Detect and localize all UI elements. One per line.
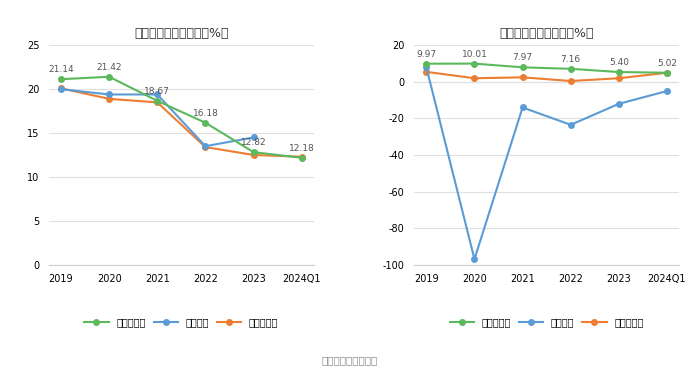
Legend: 公司毛利率, 行业均值, 行业中位数: 公司毛利率, 行业均值, 行业中位数 (80, 313, 282, 331)
Text: 9.97: 9.97 (416, 50, 436, 59)
公司毛利率 (105, 74, 113, 79)
行业中位数 (566, 79, 575, 83)
Text: 7.16: 7.16 (561, 55, 581, 64)
行业均值 (153, 92, 162, 97)
行业均值 (615, 102, 623, 106)
Text: 16.18: 16.18 (193, 109, 218, 118)
Line: 行业中位数: 行业中位数 (424, 69, 670, 84)
Text: 12.18: 12.18 (289, 144, 314, 153)
Text: 5.40: 5.40 (609, 58, 629, 67)
Text: 10.01: 10.01 (461, 50, 487, 59)
公司净利率 (615, 70, 623, 74)
Title: 历年净利率变化情况（%）: 历年净利率变化情况（%） (499, 27, 594, 40)
Text: 7.97: 7.97 (512, 53, 533, 62)
Legend: 公司净利率, 行业均值, 行业中位数: 公司净利率, 行业均值, 行业中位数 (446, 313, 648, 331)
Text: 12.82: 12.82 (241, 138, 267, 147)
行业均值 (422, 65, 430, 70)
Line: 公司毛利率: 公司毛利率 (58, 74, 304, 161)
Text: 5.02: 5.02 (657, 59, 677, 68)
行业中位数 (519, 75, 527, 80)
公司净利率 (422, 61, 430, 66)
Line: 行业中位数: 行业中位数 (58, 85, 304, 160)
行业中位数 (422, 70, 430, 74)
行业均值 (519, 105, 527, 110)
行业中位数 (105, 97, 113, 101)
Line: 行业均值: 行业均值 (424, 65, 670, 262)
行业均值 (470, 257, 479, 262)
行业均值 (105, 92, 113, 97)
行业中位数 (470, 76, 479, 81)
行业均值 (663, 89, 671, 93)
公司毛利率 (249, 150, 258, 155)
Line: 公司净利率: 公司净利率 (424, 61, 670, 76)
行业中位数 (249, 153, 258, 157)
Text: 数据来源：恒生聚源: 数据来源：恒生聚源 (322, 355, 378, 365)
公司净利率 (663, 70, 671, 75)
行业中位数 (57, 86, 65, 91)
公司净利率 (470, 61, 479, 66)
行业中位数 (201, 145, 209, 149)
公司毛利率 (57, 77, 65, 82)
公司净利率 (566, 67, 575, 71)
行业均值 (201, 144, 209, 149)
行业中位数 (153, 100, 162, 105)
公司净利率 (519, 65, 527, 70)
行业均值 (249, 135, 258, 140)
行业中位数 (298, 155, 306, 159)
行业中位数 (615, 76, 623, 81)
Text: 18.67: 18.67 (144, 87, 170, 96)
公司毛利率 (298, 155, 306, 160)
Text: 21.42: 21.42 (97, 63, 122, 72)
行业均值 (57, 87, 65, 91)
行业均值 (566, 122, 575, 127)
Line: 行业均值: 行业均值 (58, 87, 256, 149)
Title: 历年毛利率变化情况（%）: 历年毛利率变化情况（%） (134, 27, 229, 40)
公司毛利率 (153, 99, 162, 103)
公司毛利率 (201, 121, 209, 125)
Text: 21.14: 21.14 (48, 65, 74, 74)
行业中位数 (663, 70, 671, 75)
